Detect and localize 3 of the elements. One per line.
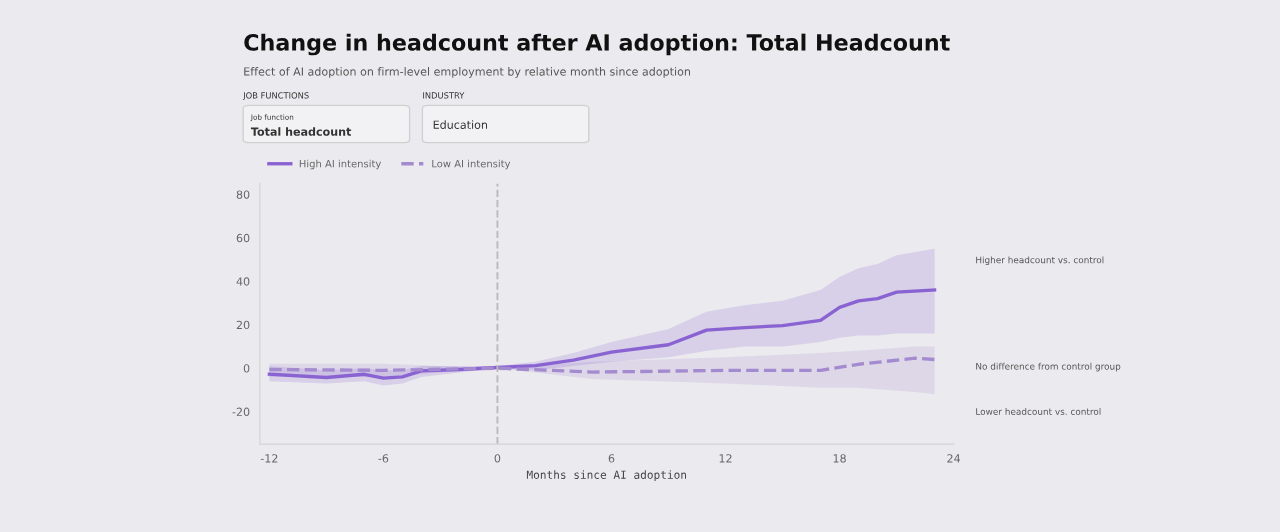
line-series [267,288,937,380]
line-series [267,356,937,374]
chart-title: Change in headcount after AI adoption: Total Headcount [244,33,950,56]
